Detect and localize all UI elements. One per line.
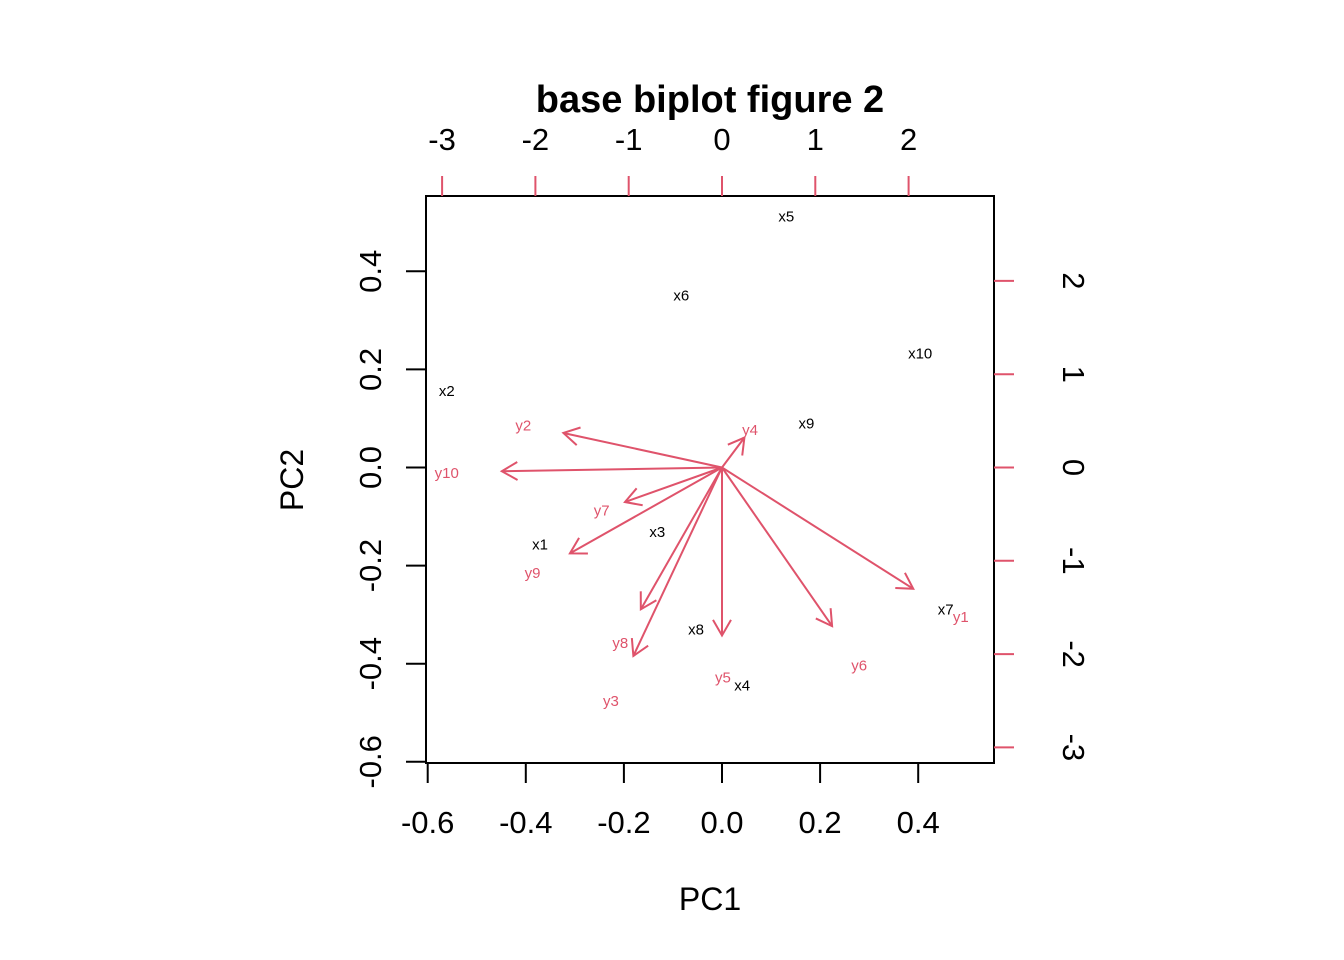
bottom-tick-label: -0.4 <box>499 805 552 840</box>
loading-label: y9 <box>525 565 541 582</box>
chart-title: base biplot figure 2 <box>536 79 884 121</box>
loading-arrowhead <box>623 487 643 507</box>
loading-arrowhead <box>639 591 657 612</box>
loading-label: y7 <box>594 502 610 519</box>
left-tick-label: 0.2 <box>353 348 388 391</box>
loading-label: y6 <box>851 657 867 674</box>
loading-arrowhead <box>630 637 649 658</box>
loading-arrow <box>501 466 723 473</box>
axes-layer: -0.6 -0.4 -0.2 0.0 0.2 0.4 -0.6 -0.4 -0.2 0.0 0.2 0… <box>353 122 1091 840</box>
top-tick-label: -1 <box>615 122 643 157</box>
loading-label: y1 <box>953 609 969 626</box>
top-tick-label: 1 <box>807 122 824 157</box>
right-tick-label: -1 <box>1056 547 1091 575</box>
left-tick-label: 0.0 <box>353 446 388 489</box>
loading-arrowhead <box>895 572 915 590</box>
loading-arrow <box>721 466 914 590</box>
loading-label: y5 <box>715 669 731 686</box>
loading-arrow <box>721 466 833 627</box>
point-label: x8 <box>688 621 704 638</box>
top-tick-label: 0 <box>713 122 730 157</box>
loading-arrowhead <box>499 461 519 481</box>
loading-arrow <box>639 467 723 610</box>
left-tick-label: 0.4 <box>353 250 388 293</box>
bottom-tick-label: 0.0 <box>700 805 743 840</box>
loading-label: y8 <box>612 635 628 652</box>
loading-arrowhead <box>712 619 732 638</box>
right-tick-label: 2 <box>1056 272 1091 289</box>
loading-arrowhead <box>727 436 746 456</box>
loading-arrowhead <box>815 608 834 628</box>
left-tick-label: -0.2 <box>353 539 388 592</box>
right-tick-label: -2 <box>1056 640 1091 668</box>
top-tick-label: -3 <box>428 122 456 157</box>
loading-arrow <box>632 467 723 657</box>
loading-arrow <box>721 437 746 469</box>
loadings-layer: y1 y2 y3 y4 y5 y6 y7 y8 y9 y10 <box>435 418 969 710</box>
loading-arrow <box>569 466 723 555</box>
point-label: x6 <box>673 287 689 304</box>
loading-label: y10 <box>435 465 459 482</box>
loading-label: y2 <box>515 418 531 435</box>
x-axis-title: PC1 <box>679 881 741 917</box>
point-label: x5 <box>778 208 794 225</box>
point-label: x9 <box>798 415 814 432</box>
top-tick-label: -2 <box>522 122 550 157</box>
points-layer: x1 x2 x3 x4 x5 x6 x7 x8 x9 x10 <box>439 208 954 694</box>
point-label: x10 <box>908 346 932 363</box>
right-tick-label: -3 <box>1056 734 1091 762</box>
loading-arrowhead <box>561 426 581 446</box>
loading-label: y3 <box>603 693 619 710</box>
point-label: x7 <box>938 602 954 619</box>
right-tick-label: 0 <box>1056 459 1091 476</box>
bottom-tick-label: 0.2 <box>799 805 842 840</box>
left-tick-label: -0.4 <box>353 637 388 690</box>
bottom-tick-label: -0.6 <box>401 805 454 840</box>
point-label: x4 <box>734 677 750 694</box>
loading-arrowhead <box>568 537 588 555</box>
bottom-tick-label: -0.2 <box>597 805 650 840</box>
loading-label: y4 <box>742 422 758 439</box>
plot-frame <box>425 195 995 764</box>
left-tick-label: -0.6 <box>353 735 388 788</box>
right-tick-label: 1 <box>1056 366 1091 383</box>
bottom-tick-label: 0.4 <box>897 805 940 840</box>
point-label: x1 <box>532 537 548 554</box>
top-tick-label: 2 <box>900 122 917 157</box>
loading-arrow <box>624 466 723 503</box>
loading-arrow <box>563 432 723 469</box>
point-label: x2 <box>439 383 455 400</box>
y-axis-title: PC2 <box>274 449 310 511</box>
point-label: x3 <box>649 524 665 541</box>
